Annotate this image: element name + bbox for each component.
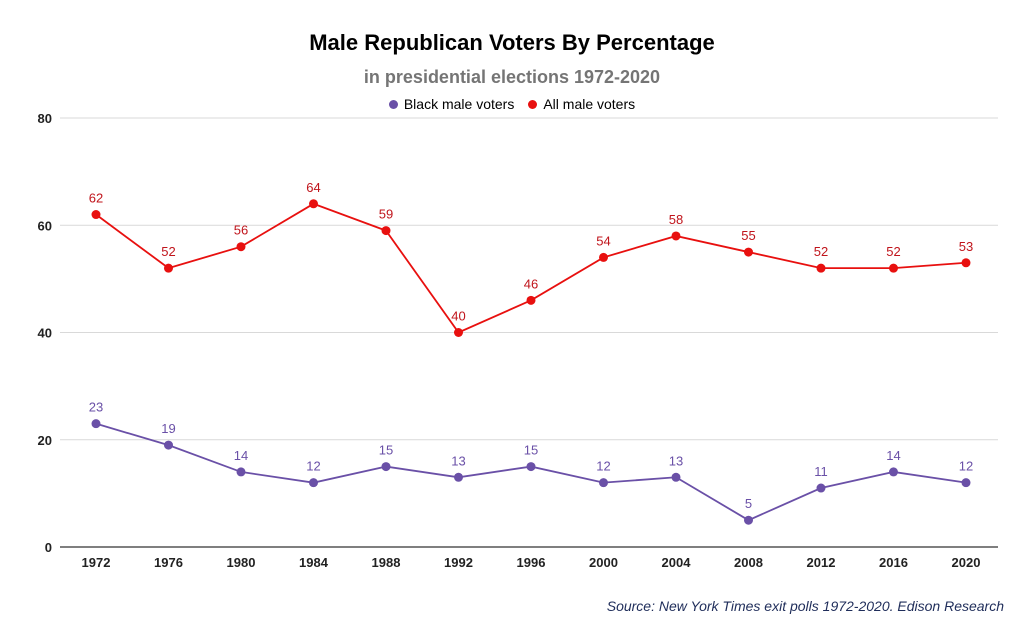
point-all-male-voters-1992 bbox=[454, 328, 463, 337]
data-label-all-male-voters-2008: 55 bbox=[741, 228, 755, 243]
data-label-black-male-voters-1996: 15 bbox=[524, 443, 538, 458]
point-black-male-voters-1988 bbox=[381, 462, 391, 472]
point-black-male-voters-2004 bbox=[671, 472, 681, 482]
point-all-male-voters-2000 bbox=[599, 252, 608, 262]
source-note: Source: New York Times exit polls 1972-2… bbox=[606, 598, 1004, 614]
data-label-black-male-voters-2020: 12 bbox=[959, 459, 973, 474]
data-label-all-male-voters-1976: 52 bbox=[161, 244, 175, 259]
data-label-all-male-voters-2020: 53 bbox=[959, 239, 973, 254]
chart-title: Male Republican Voters By Percentage bbox=[309, 30, 715, 55]
point-all-male-voters-1972 bbox=[91, 210, 101, 220]
y-tick-label-80: 80 bbox=[38, 111, 52, 126]
point-black-male-voters-1984 bbox=[309, 478, 318, 488]
series-line-black-male-voters bbox=[95, 422, 967, 522]
chart-subtitle: in presidential elections 1972-2020 bbox=[363, 67, 661, 87]
point-all-male-voters-1976 bbox=[164, 263, 173, 273]
point-all-male-voters-2020 bbox=[961, 258, 971, 268]
data-label-black-male-voters-1992: 13 bbox=[451, 453, 465, 468]
data-label-black-male-voters-2016: 14 bbox=[886, 448, 900, 463]
y-tick-label-40: 40 bbox=[38, 326, 52, 341]
chart-legend: Black male voters All male voters bbox=[0, 96, 1024, 112]
point-black-male-voters-1996 bbox=[526, 462, 536, 472]
x-tick-label-2020: 2020 bbox=[952, 555, 981, 570]
point-black-male-voters-1980 bbox=[236, 467, 246, 477]
point-black-male-voters-2000 bbox=[599, 478, 608, 488]
data-label-all-male-voters-2000: 54 bbox=[596, 233, 610, 248]
point-all-male-voters-2016 bbox=[889, 263, 898, 273]
data-label-all-male-voters-1988: 59 bbox=[379, 207, 393, 222]
x-tick-label-1988: 1988 bbox=[372, 555, 401, 570]
x-tick-label-1984: 1984 bbox=[299, 555, 329, 570]
point-all-male-voters-2012 bbox=[816, 263, 826, 273]
data-label-black-male-voters-1980: 14 bbox=[234, 448, 248, 463]
data-label-all-male-voters-1992: 40 bbox=[451, 309, 465, 324]
point-all-male-voters-2004 bbox=[671, 231, 681, 241]
y-tick-label-20: 20 bbox=[38, 433, 52, 448]
x-tick-label-2004: 2004 bbox=[662, 555, 692, 570]
data-label-black-male-voters-2000: 12 bbox=[596, 459, 610, 474]
data-label-all-male-voters-1996: 46 bbox=[524, 276, 538, 291]
legend-marker-all-male bbox=[528, 99, 538, 109]
x-tick-label-1996: 1996 bbox=[517, 555, 546, 570]
x-tick-label-2000: 2000 bbox=[589, 555, 618, 570]
point-all-male-voters-1984 bbox=[309, 199, 318, 209]
y-tick-label-60: 60 bbox=[38, 218, 52, 233]
x-tick-label-1976: 1976 bbox=[154, 555, 183, 570]
legend-label-black-male: Black male voters bbox=[403, 96, 515, 112]
legend-item-all-male: All male voters bbox=[528, 96, 635, 112]
data-label-black-male-voters-1988: 15 bbox=[379, 443, 393, 458]
data-label-black-male-voters-1984: 12 bbox=[306, 459, 320, 474]
point-all-male-voters-1980 bbox=[236, 242, 246, 252]
data-label-all-male-voters-2012: 52 bbox=[814, 244, 828, 259]
point-black-male-voters-2008 bbox=[744, 515, 753, 525]
point-black-male-voters-1976 bbox=[164, 440, 173, 450]
x-tick-label-1972: 1972 bbox=[82, 555, 111, 570]
data-label-all-male-voters-1984: 64 bbox=[306, 180, 320, 195]
data-label-black-male-voters-1976: 19 bbox=[161, 421, 175, 436]
x-tick-label-2016: 2016 bbox=[879, 555, 908, 570]
series-line-all-male-voters bbox=[95, 202, 967, 334]
point-black-male-voters-1992 bbox=[454, 472, 463, 482]
x-tick-label-1992: 1992 bbox=[444, 555, 473, 570]
data-label-all-male-voters-1980: 56 bbox=[234, 223, 248, 238]
data-label-black-male-voters-2012: 11 bbox=[814, 464, 828, 479]
point-black-male-voters-2016 bbox=[889, 467, 898, 477]
legend-marker-black-male bbox=[388, 99, 398, 109]
y-tick-label-0: 0 bbox=[45, 540, 52, 555]
data-label-black-male-voters-2008: 5 bbox=[745, 496, 752, 511]
legend-item-black-male: Black male voters bbox=[388, 96, 515, 112]
x-tick-label-1980: 1980 bbox=[227, 555, 256, 570]
legend-label-all-male: All male voters bbox=[543, 96, 636, 112]
data-label-black-male-voters-1972: 23 bbox=[89, 400, 103, 415]
data-label-all-male-voters-1972: 62 bbox=[89, 191, 103, 206]
point-black-male-voters-2012 bbox=[816, 483, 826, 493]
x-tick-label-2008: 2008 bbox=[734, 555, 763, 570]
point-all-male-voters-2008 bbox=[744, 247, 753, 257]
point-black-male-voters-1972 bbox=[91, 419, 101, 429]
x-tick-label-2012: 2012 bbox=[807, 555, 836, 570]
data-label-all-male-voters-2016: 52 bbox=[886, 244, 900, 259]
point-all-male-voters-1996 bbox=[526, 295, 536, 305]
point-all-male-voters-1988 bbox=[381, 226, 391, 236]
data-label-all-male-voters-2004: 58 bbox=[669, 212, 683, 227]
point-black-male-voters-2020 bbox=[961, 478, 971, 488]
data-label-black-male-voters-2004: 13 bbox=[669, 453, 683, 468]
